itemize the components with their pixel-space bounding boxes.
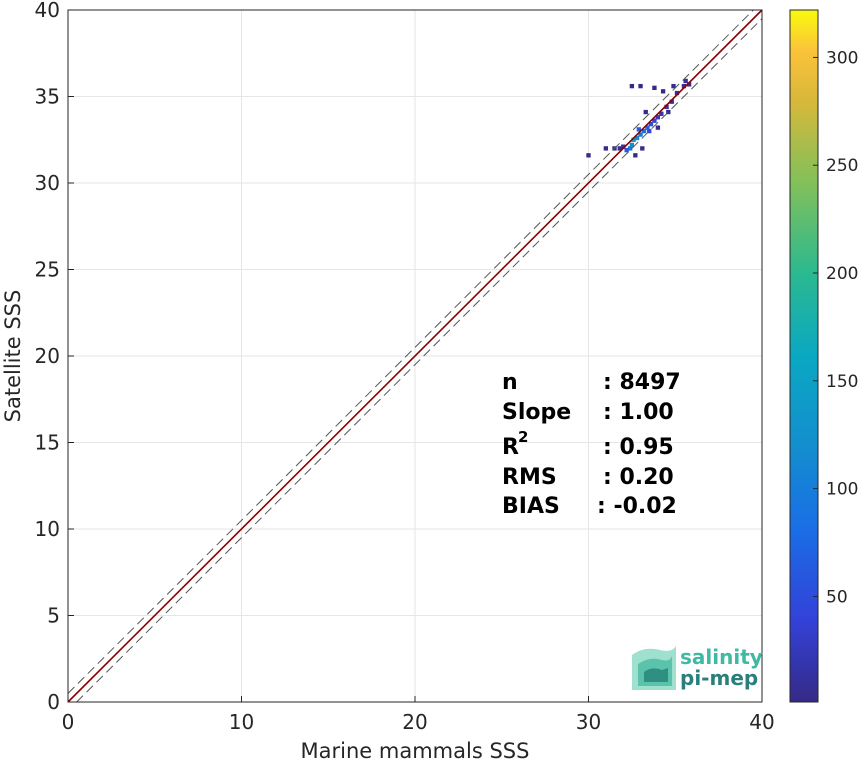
density-cell — [664, 104, 669, 110]
reference-lines — [67, 9, 763, 703]
stat-bias-label: BIAS — [502, 494, 560, 519]
density-cell — [666, 109, 671, 115]
density-cell — [660, 89, 666, 94]
density-cell — [631, 137, 636, 142]
y-tick-label: 0 — [47, 690, 60, 714]
density-cell — [659, 111, 664, 116]
stat-r2-value: : 0.95 — [603, 435, 674, 460]
colorbar-ticks: 50 100 150 200 250 300 — [813, 48, 858, 607]
reference-line-lower-bound — [76, 18, 763, 703]
y-tick-label: 20 — [35, 344, 60, 368]
density-cell — [621, 144, 626, 149]
colorbar-tick-label: 200 — [826, 264, 858, 284]
x-tick-label: 30 — [576, 710, 601, 734]
density-cell — [671, 83, 676, 89]
density-cell — [647, 128, 652, 134]
colorbar-tick-label: 300 — [826, 48, 858, 68]
reference-line-upper-bound — [67, 9, 754, 694]
density-cell — [633, 153, 638, 158]
logo-line2: pi-mep — [680, 666, 758, 690]
stat-n-value: : 8497 — [603, 370, 681, 395]
stat-slope-label: Slope — [502, 400, 571, 425]
stat-n-label: n — [502, 370, 518, 395]
colorbar-tick-label: 150 — [826, 372, 858, 392]
x-axis-ticks: 0 10 20 30 40 — [62, 696, 775, 734]
density-cell — [638, 83, 643, 89]
density-cell — [627, 146, 633, 151]
colorbar-tick-label: 250 — [826, 156, 858, 176]
density-cell — [643, 109, 648, 115]
density-cell — [617, 146, 622, 151]
density-cell — [638, 132, 643, 137]
density-cell — [655, 115, 661, 120]
density-cell — [683, 78, 688, 84]
density-cell — [645, 125, 650, 130]
stat-rms-label: RMS — [502, 465, 557, 490]
x-axis-label: Marine mammals SSS — [301, 739, 530, 763]
y-tick-label: 40 — [35, 0, 60, 22]
y-tick-label: 15 — [35, 431, 60, 455]
y-tick-label: 30 — [35, 171, 60, 195]
y-tick-label: 35 — [35, 85, 60, 109]
stat-r2-superscript: 2 — [518, 428, 528, 446]
density-cell — [674, 90, 680, 96]
density-cell — [624, 147, 629, 153]
x-tick-label: 20 — [402, 710, 427, 734]
x-tick-label: 0 — [62, 710, 75, 734]
density-cell — [629, 142, 635, 148]
salinity-pi-mep-logo: salinity pi-mep — [632, 645, 763, 690]
y-tick-label: 5 — [47, 604, 60, 628]
statistics-box: n : 8497 Slope : 1.00 R 2 : 0.95 RMS : 0… — [502, 370, 681, 519]
density-cell — [648, 122, 654, 127]
stat-r2-label: R — [502, 435, 519, 460]
density-cells — [586, 78, 692, 158]
density-cell — [603, 146, 609, 151]
density-cell — [652, 85, 657, 91]
density-cell — [652, 118, 657, 123]
logo-line1: salinity — [680, 645, 763, 669]
stat-bias-value: : -0.02 — [597, 494, 677, 519]
density-cell — [655, 125, 661, 130]
colorbar-frame — [789, 9, 819, 703]
stat-rms-value: : 0.20 — [603, 465, 674, 490]
stat-slope-value: : 1.00 — [603, 400, 674, 425]
reference-line-identity — [67, 9, 763, 703]
x-tick-label: 40 — [749, 710, 774, 734]
colorbar — [790, 10, 818, 702]
density-cell — [634, 135, 640, 141]
density-cell — [629, 83, 635, 89]
density-cell — [686, 82, 692, 87]
density-cell — [681, 83, 687, 89]
density-cell — [640, 146, 645, 151]
y-tick-label: 25 — [35, 258, 60, 282]
density-cell — [586, 153, 591, 158]
density-cell — [636, 127, 641, 132]
y-tick-label: 10 — [35, 517, 60, 541]
y-axis-ticks: 0 5 10 15 20 25 30 35 40 — [35, 0, 74, 714]
y-axis-label: Satellite SSS — [1, 290, 25, 423]
density-cell — [669, 99, 674, 104]
colorbar-tick-label: 50 — [826, 587, 848, 607]
density-cell — [641, 128, 647, 134]
colorbar-tick-label: 100 — [826, 480, 858, 500]
x-tick-label: 10 — [229, 710, 254, 734]
